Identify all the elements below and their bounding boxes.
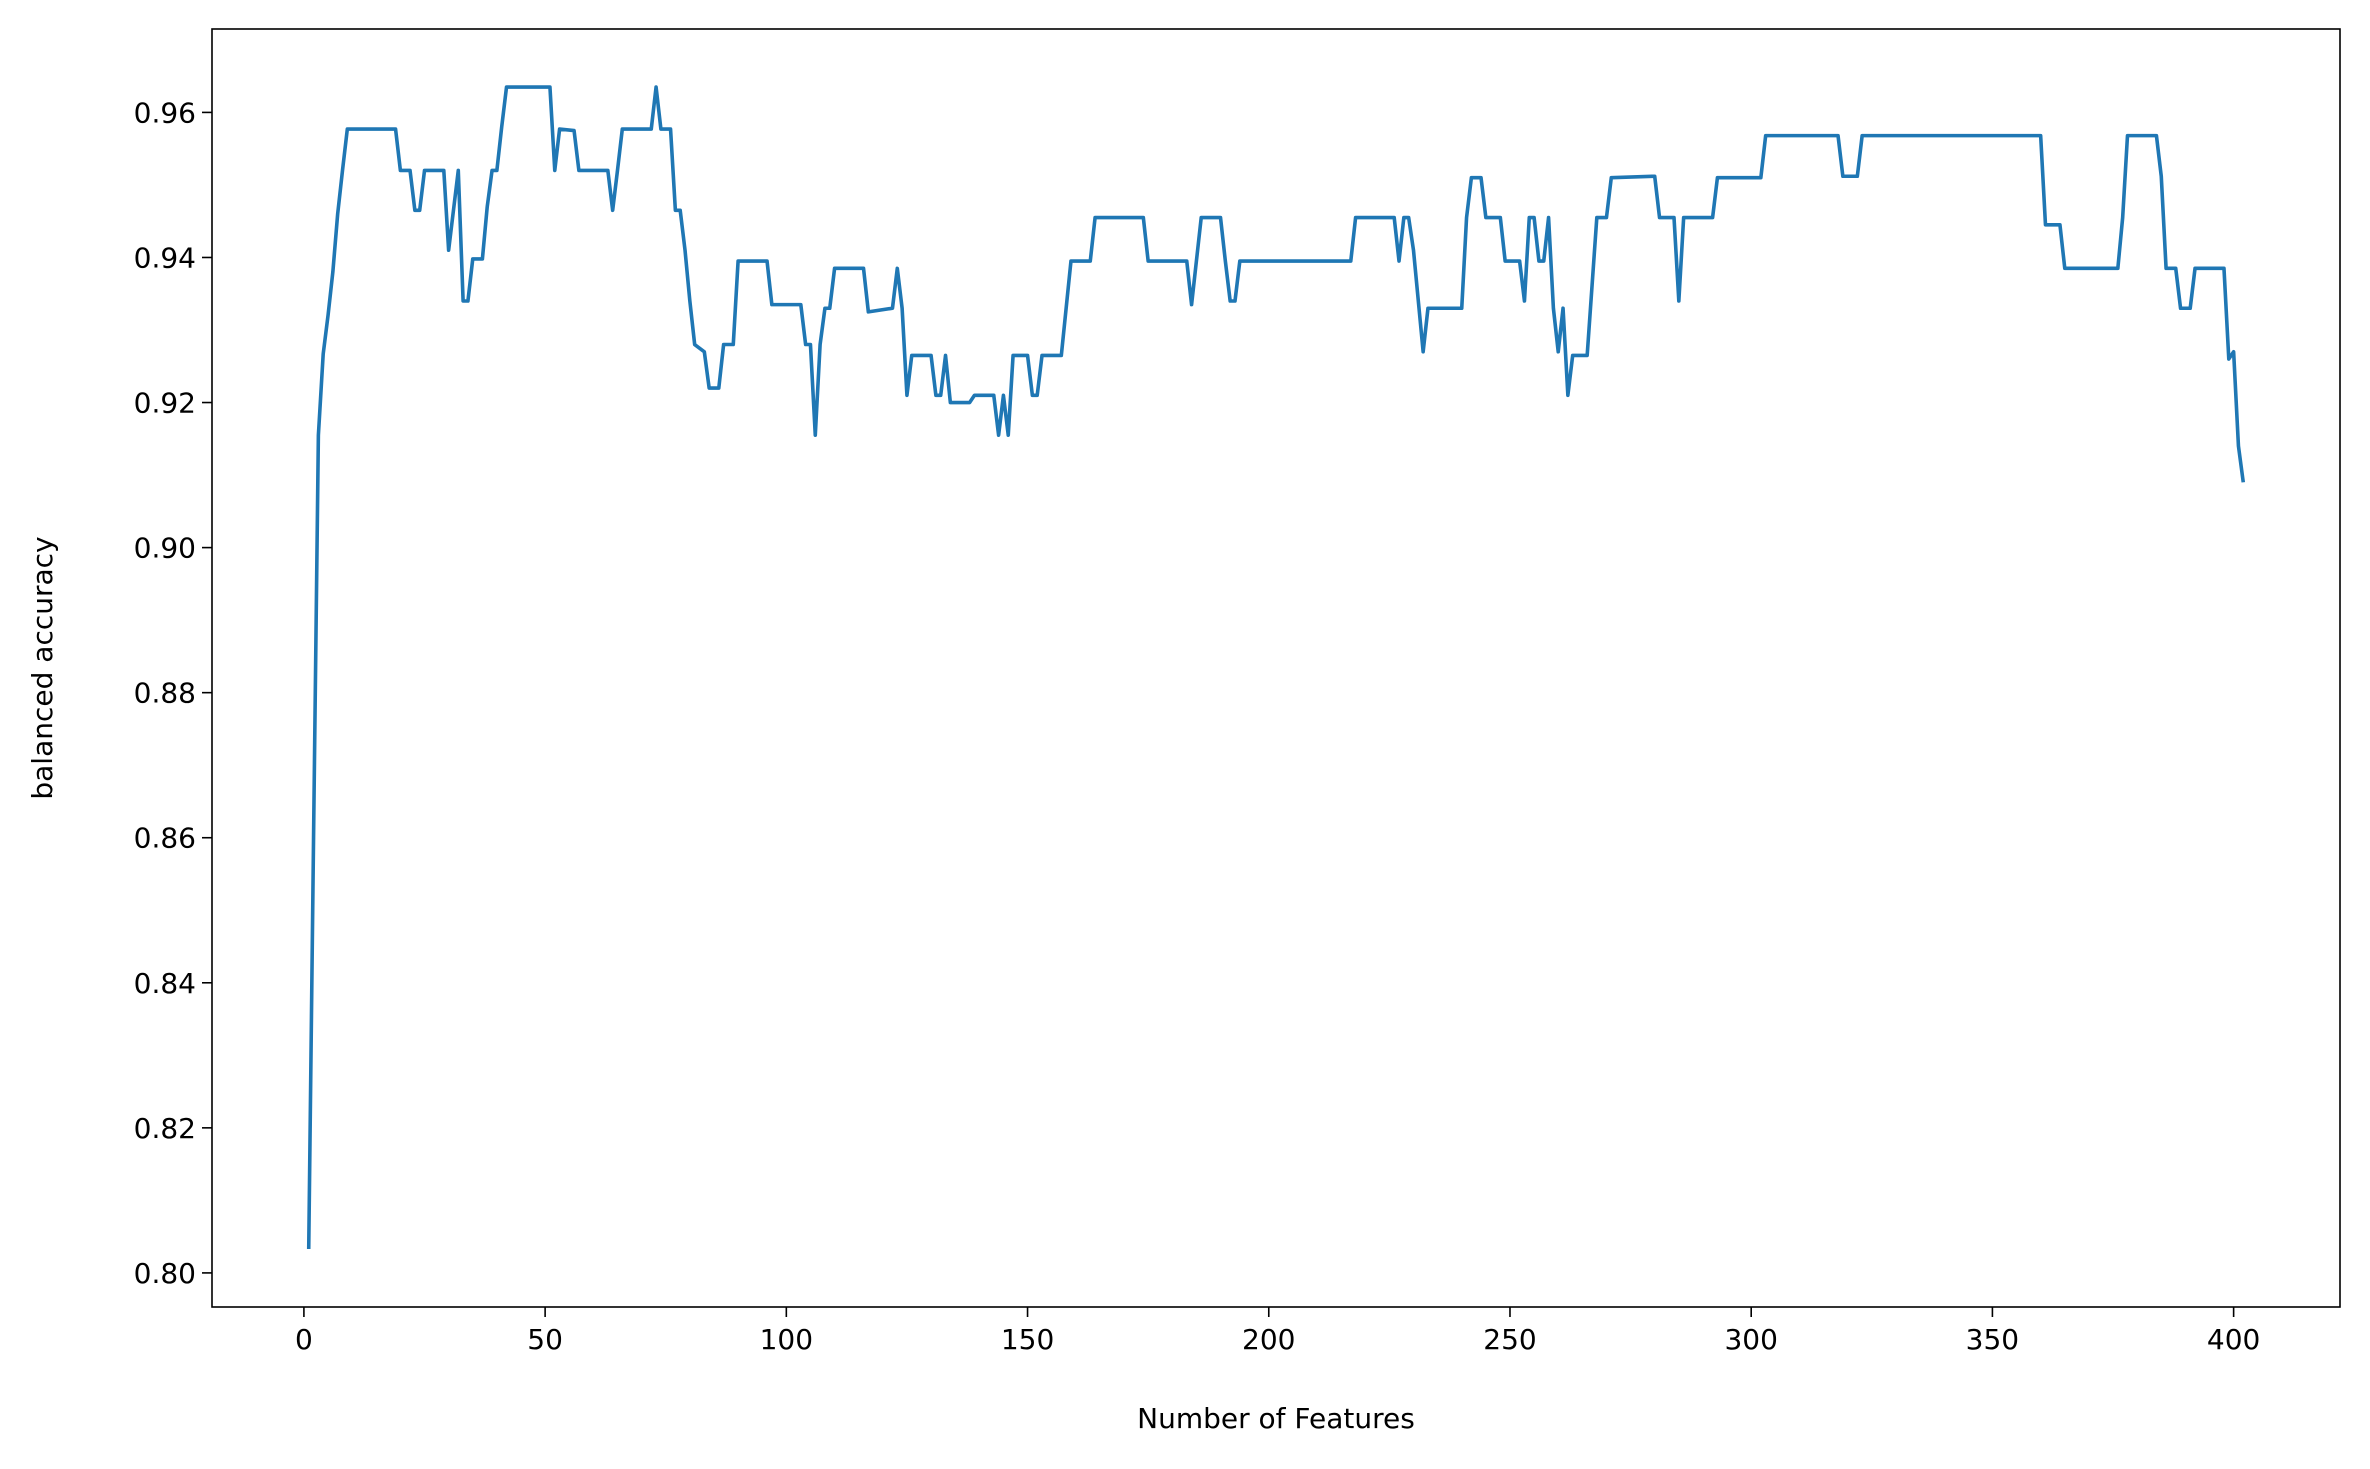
x-tick-label: 100	[760, 1323, 813, 1356]
y-tick-label: 0.90	[134, 532, 196, 565]
y-tick-label: 0.86	[134, 822, 196, 855]
x-tick-label: 150	[1001, 1323, 1054, 1356]
y-tick-label: 0.84	[134, 967, 196, 1000]
plot-frame	[211, 28, 2341, 1308]
x-tick-label: 250	[1483, 1323, 1536, 1356]
x-tick-label: 350	[1966, 1323, 2019, 1356]
y-tick-label: 0.82	[134, 1112, 196, 1145]
y-tick-label: 0.80	[134, 1257, 196, 1290]
data-line	[306, 85, 2246, 1249]
y-axis-label: balanced accuracy	[26, 536, 59, 799]
x-tick-label: 300	[1724, 1323, 1777, 1356]
x-axis-label: Number of Features	[1137, 1402, 1415, 1435]
y-tick-label: 0.92	[134, 387, 196, 420]
x-tick-label: 50	[527, 1323, 563, 1356]
y-tick-label: 0.88	[134, 677, 196, 710]
y-tick-label: 0.94	[134, 241, 196, 274]
x-tick-label: 0	[295, 1323, 313, 1356]
x-tick-label: 400	[2207, 1323, 2260, 1356]
x-tick-label: 200	[1242, 1323, 1295, 1356]
y-tick-label: 0.96	[134, 96, 196, 129]
